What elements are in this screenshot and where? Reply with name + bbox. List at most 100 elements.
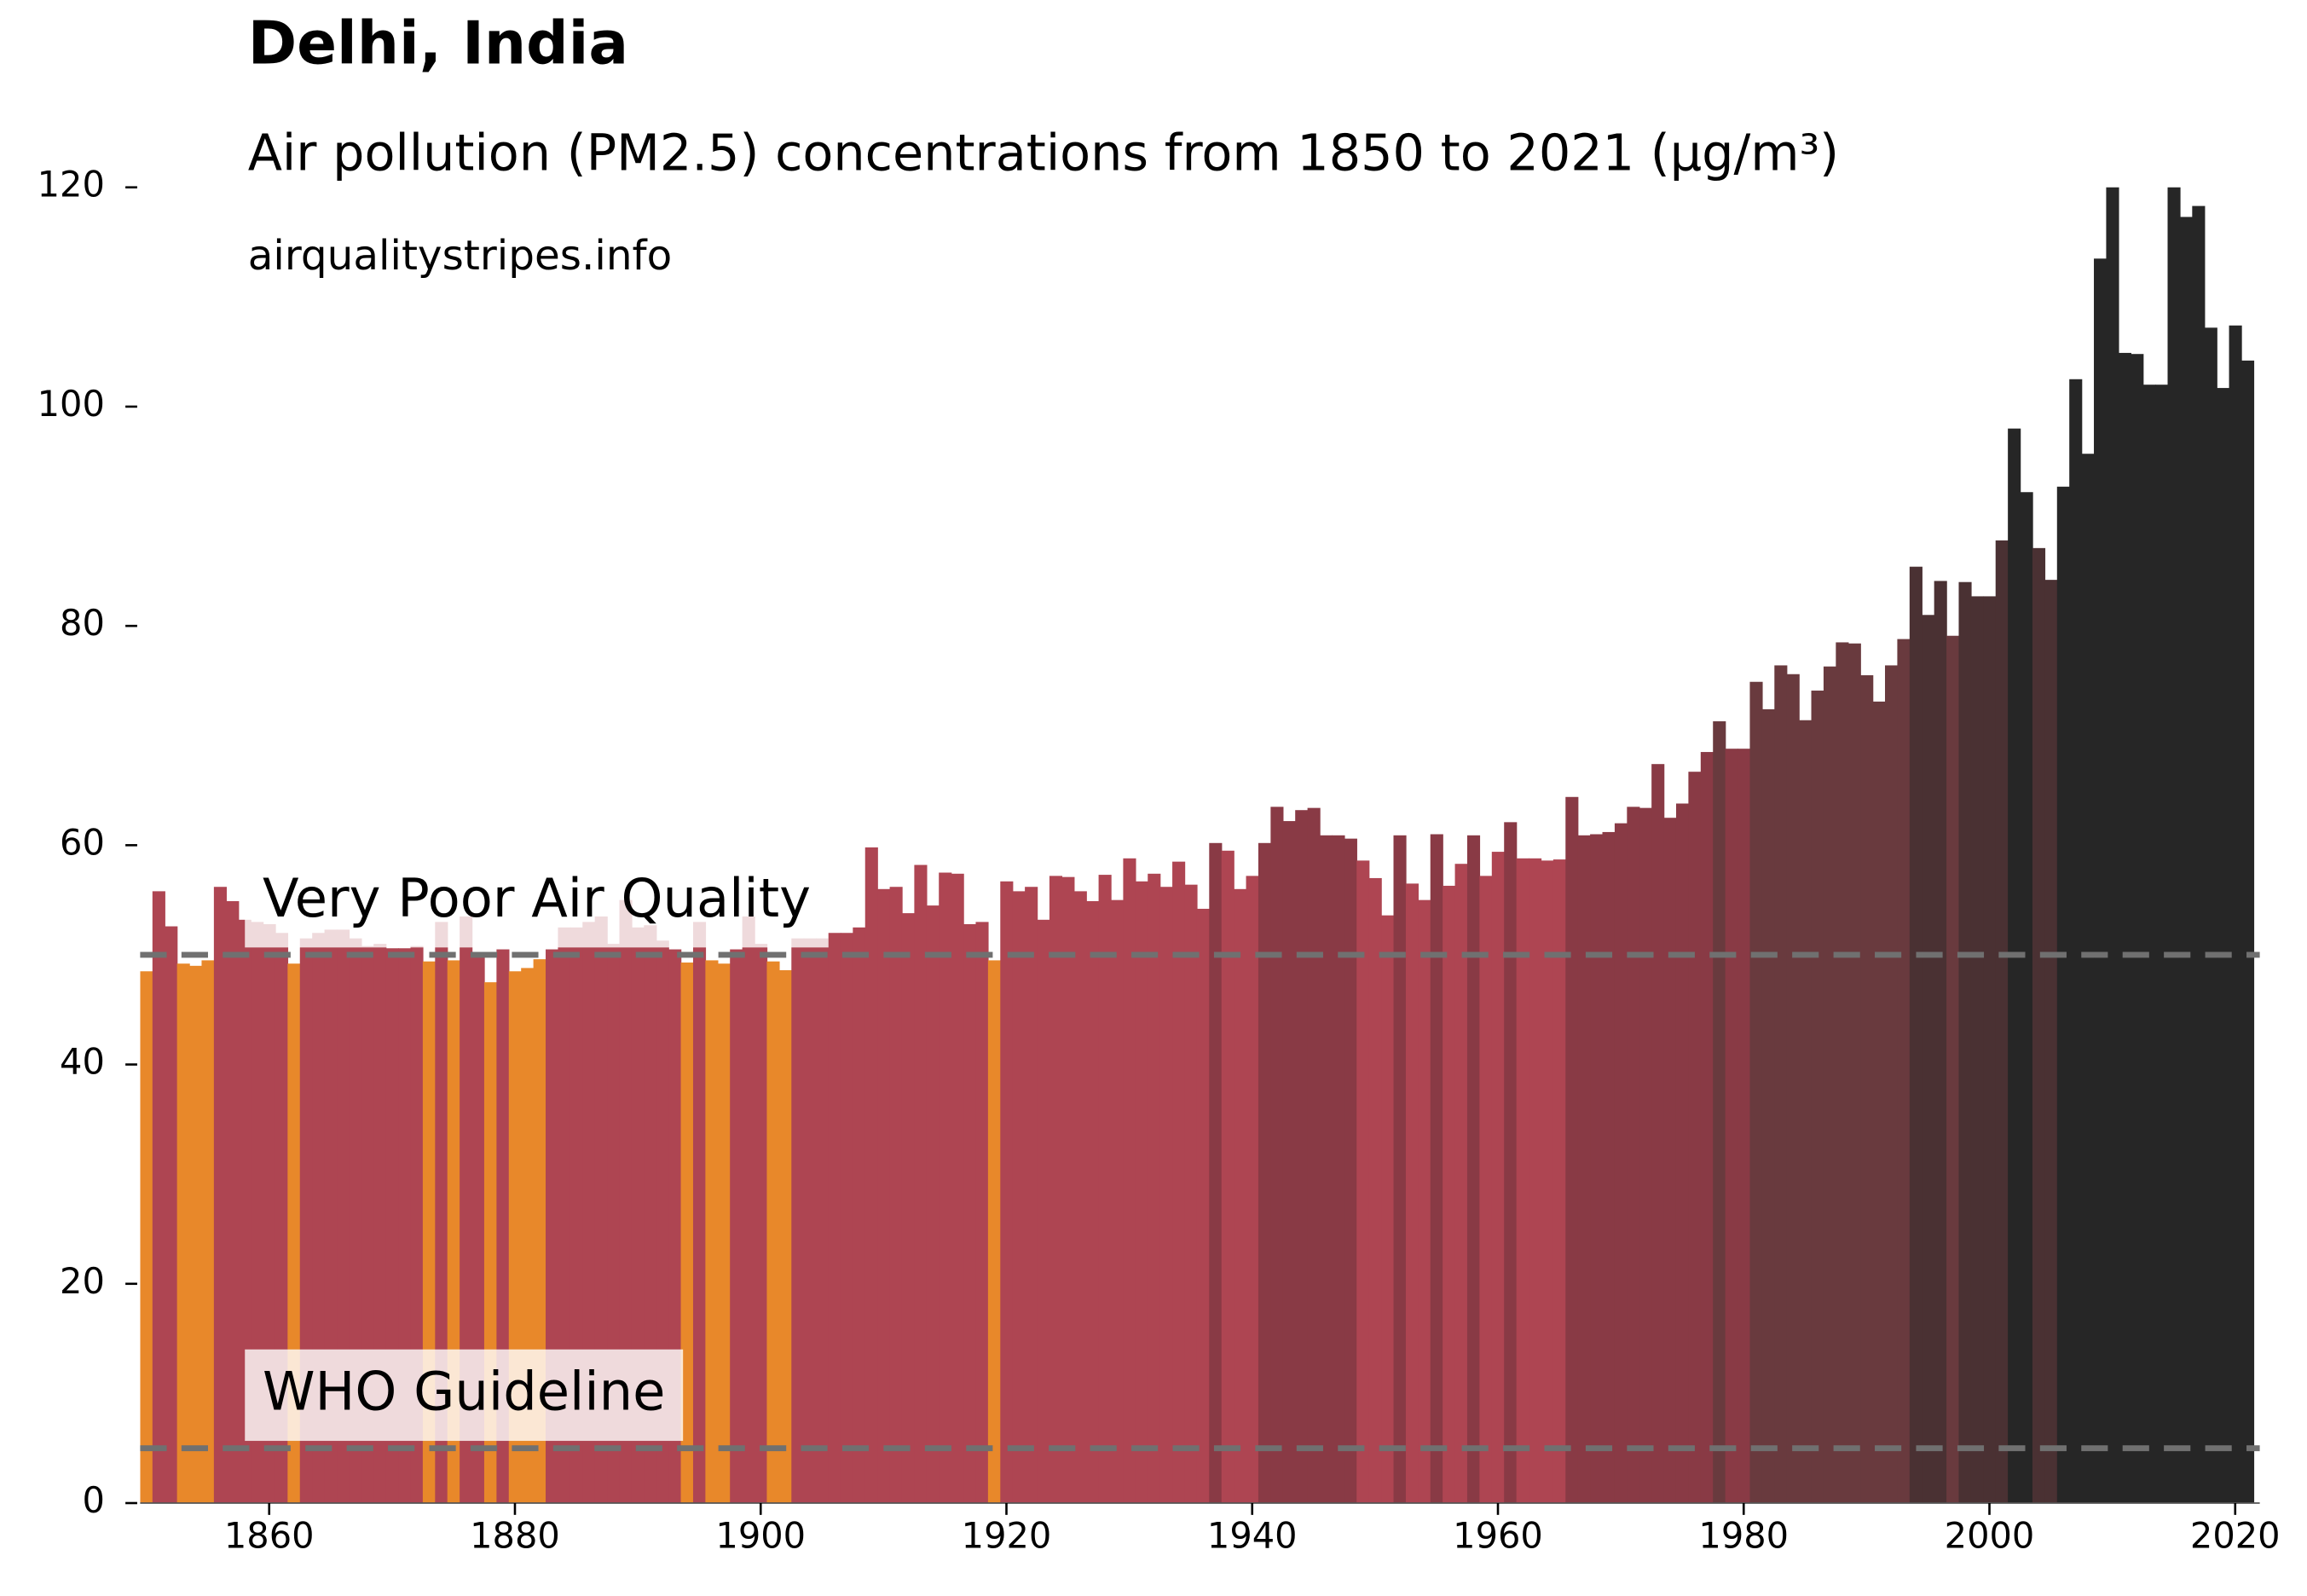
bar <box>939 872 952 1504</box>
bar <box>1749 681 1763 1504</box>
bar <box>1430 834 1443 1504</box>
bar <box>1356 860 1370 1504</box>
bar <box>680 962 694 1504</box>
bar <box>1443 885 1456 1504</box>
bar <box>778 969 792 1504</box>
bar <box>2179 217 2194 1504</box>
bar <box>1774 665 1788 1504</box>
bar <box>1614 823 1628 1504</box>
bar <box>1970 596 1985 1504</box>
bar <box>864 847 878 1504</box>
bar <box>1098 875 1112 1504</box>
bar <box>1811 691 1824 1504</box>
bar <box>926 905 940 1504</box>
bar <box>951 873 964 1504</box>
bar <box>1565 796 1579 1504</box>
bar <box>1675 803 1690 1504</box>
bar <box>963 923 977 1504</box>
bar <box>730 949 743 1504</box>
bar <box>1332 835 1345 1504</box>
x-tick-label: 2020 <box>2190 1515 2281 1557</box>
bar <box>1012 891 1026 1504</box>
bar <box>1258 842 1272 1504</box>
bar <box>1713 721 1726 1504</box>
x-tick-label: 1960 <box>1453 1515 1543 1557</box>
x-tick-label: 1900 <box>715 1515 806 1557</box>
bar <box>2044 580 2058 1504</box>
bar <box>889 887 903 1504</box>
bar <box>1418 899 1431 1504</box>
bar <box>2217 388 2230 1504</box>
bar <box>165 926 178 1504</box>
bar <box>1344 838 1357 1504</box>
bar <box>1061 876 1075 1504</box>
bar <box>705 960 719 1504</box>
y-tick-label: 0 <box>82 1479 104 1521</box>
x-tick-label: 1940 <box>1207 1515 1298 1557</box>
bar <box>717 963 731 1504</box>
bar <box>2155 385 2169 1504</box>
bar <box>1086 900 1100 1504</box>
bar <box>1688 772 1702 1504</box>
bar <box>1872 701 1886 1504</box>
bar <box>853 927 866 1504</box>
bar <box>1552 859 1566 1504</box>
bar <box>1651 764 1665 1504</box>
bar <box>840 933 854 1504</box>
bar <box>1885 665 1899 1504</box>
bar <box>914 864 928 1504</box>
bars <box>140 187 2255 1504</box>
bar <box>1172 861 1186 1504</box>
bar <box>1234 888 1247 1504</box>
bar <box>1761 708 1775 1504</box>
reference-label: WHO Guideline <box>263 1360 665 1422</box>
bar <box>1025 887 1038 1504</box>
bar <box>1111 899 1125 1504</box>
bar <box>1737 749 1751 1504</box>
y-tick-label: 40 <box>60 1041 105 1083</box>
bar <box>1516 858 1529 1504</box>
bar <box>1209 842 1223 1504</box>
bar <box>1184 884 1198 1504</box>
bar <box>1491 852 1505 1504</box>
bar <box>1049 876 1063 1504</box>
y-tick-label: 60 <box>60 821 105 863</box>
bar <box>1823 666 1837 1504</box>
bar <box>1983 596 1997 1504</box>
bar <box>189 965 203 1504</box>
bar <box>692 922 707 1504</box>
bar <box>1799 720 1813 1504</box>
bar <box>201 960 215 1504</box>
bar <box>1786 674 1800 1504</box>
bar <box>213 887 227 1504</box>
bar <box>2081 454 2095 1504</box>
bar <box>1479 876 1493 1504</box>
bar <box>2069 379 2083 1504</box>
bar <box>140 971 153 1504</box>
bar <box>1504 822 1518 1504</box>
bar <box>1393 835 1407 1504</box>
bar <box>1590 834 1604 1504</box>
bar <box>1270 807 1284 1504</box>
bar <box>2192 205 2206 1504</box>
bar <box>1541 860 1554 1504</box>
bar <box>1529 858 1542 1504</box>
label-box <box>245 856 829 948</box>
bar <box>975 922 989 1504</box>
bar <box>1307 807 1321 1504</box>
bar <box>1836 642 1849 1504</box>
y-tick-label: 80 <box>60 602 105 644</box>
bar <box>1405 883 1419 1504</box>
bar <box>1148 873 1161 1504</box>
bar <box>226 900 240 1504</box>
bar <box>1295 810 1309 1504</box>
reference-label: Very Poor Air Quality <box>263 867 811 929</box>
bar <box>1909 566 1922 1504</box>
bar <box>1381 915 1395 1504</box>
bar <box>1246 876 1259 1504</box>
bar <box>987 960 1001 1504</box>
bar <box>1663 818 1677 1504</box>
bar <box>1159 887 1173 1504</box>
bar <box>2020 492 2033 1504</box>
